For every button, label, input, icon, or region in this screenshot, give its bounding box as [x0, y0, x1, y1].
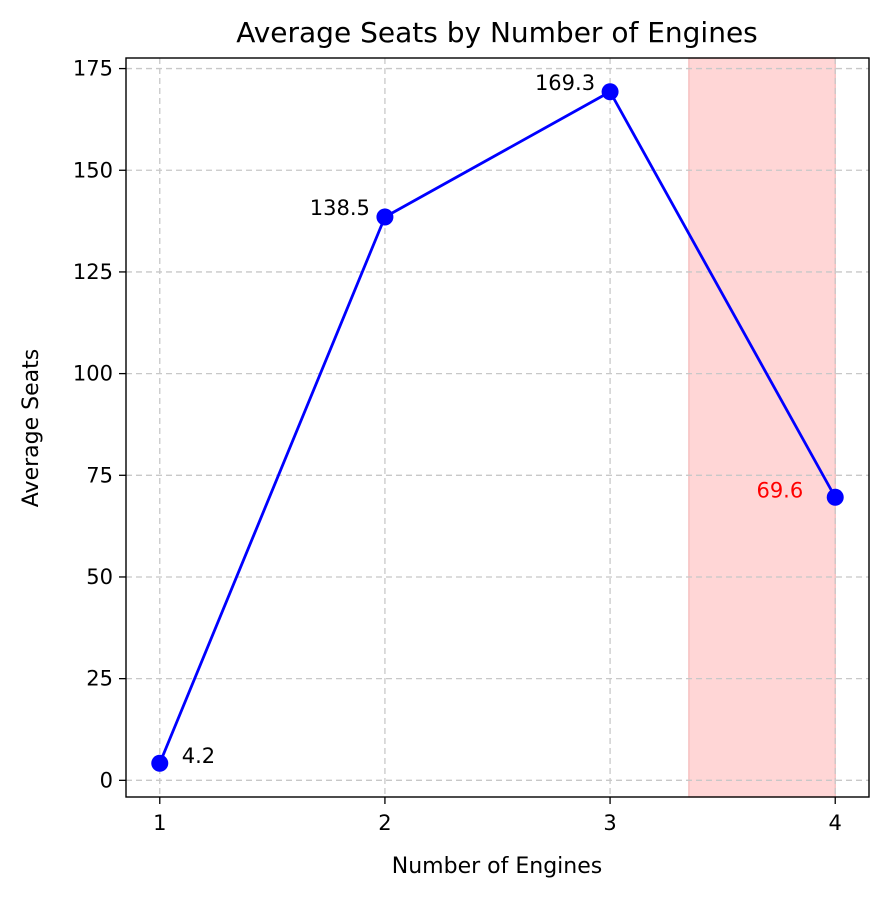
highlight-span-layer — [688, 57, 836, 798]
data-point-marker — [826, 488, 844, 506]
series-layer — [151, 83, 844, 772]
x-axis-label: Number of Engines — [392, 854, 602, 879]
axis-ticks: 1 2 3 4 0 25 50 75 100 125 150 175 — [73, 57, 842, 835]
data-point-marker — [601, 83, 619, 101]
y-tick-label: 175 — [73, 57, 113, 81]
highlight-span — [688, 57, 836, 798]
y-tick-label: 50 — [86, 565, 113, 589]
y-tick-label: 100 — [73, 362, 113, 386]
y-tick-label: 25 — [86, 667, 113, 691]
grid-layer — [126, 58, 869, 797]
y-tick-label: 75 — [86, 463, 113, 487]
y-axis-label: Average Seats — [19, 349, 44, 507]
y-tick-label: 0 — [100, 768, 113, 792]
data-label: 4.2 — [182, 744, 215, 768]
data-point-marker — [151, 754, 169, 772]
data-label: 138.5 — [310, 196, 370, 220]
chart-title: Average Seats by Number of Engines — [236, 16, 758, 49]
x-tick-label: 3 — [603, 811, 616, 835]
plot-area-frame — [125, 57, 870, 798]
data-label: 69.6 — [756, 478, 803, 502]
y-tick-label: 150 — [73, 158, 113, 182]
y-tick-label: 125 — [73, 260, 113, 284]
series-line — [158, 90, 837, 764]
x-tick-label: 4 — [829, 811, 842, 835]
data-label: 169.3 — [535, 71, 595, 95]
x-tick-label: 1 — [153, 811, 166, 835]
data-labels: 4.2 138.5 169.3 69.6 — [182, 71, 803, 768]
x-tick-label: 2 — [378, 811, 391, 835]
data-point-marker — [376, 208, 394, 226]
